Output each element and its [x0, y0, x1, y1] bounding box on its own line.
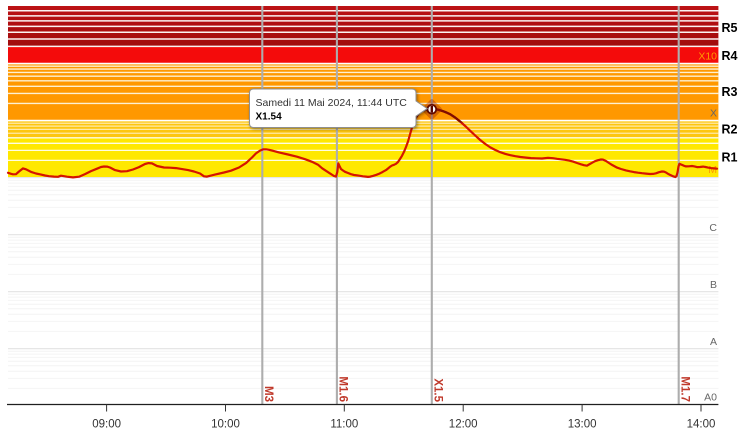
svg-text:R5: R5	[722, 21, 738, 35]
svg-text:M1.7: M1.7	[678, 376, 690, 402]
svg-text:C: C	[709, 222, 717, 234]
svg-text:13:00: 13:00	[568, 419, 597, 431]
svg-text:A: A	[710, 336, 717, 348]
svg-text:A0: A0	[704, 392, 717, 404]
svg-text:R3: R3	[722, 85, 738, 99]
svg-text:B: B	[710, 279, 717, 291]
svg-text:X1.5: X1.5	[431, 378, 443, 402]
svg-text:11:00: 11:00	[330, 419, 358, 431]
svg-text:10:00: 10:00	[211, 419, 240, 431]
svg-text:Samedi 11 Mai 2024, 11:44 UTC: Samedi 11 Mai 2024, 11:44 UTC	[256, 97, 408, 109]
svg-text:M1.6: M1.6	[337, 376, 349, 402]
svg-text:X10: X10	[698, 51, 717, 63]
svg-text:X: X	[710, 108, 717, 120]
svg-text:R4: R4	[722, 49, 738, 63]
svg-text:14:00: 14:00	[687, 419, 716, 431]
svg-text:M: M	[708, 164, 717, 176]
svg-text:R1: R1	[722, 151, 738, 165]
svg-text:M3: M3	[262, 386, 274, 402]
svg-text:12:00: 12:00	[449, 419, 478, 431]
svg-text:09:00: 09:00	[92, 419, 121, 431]
svg-text:X1.54: X1.54	[256, 111, 283, 122]
svg-text:R2: R2	[722, 123, 738, 137]
